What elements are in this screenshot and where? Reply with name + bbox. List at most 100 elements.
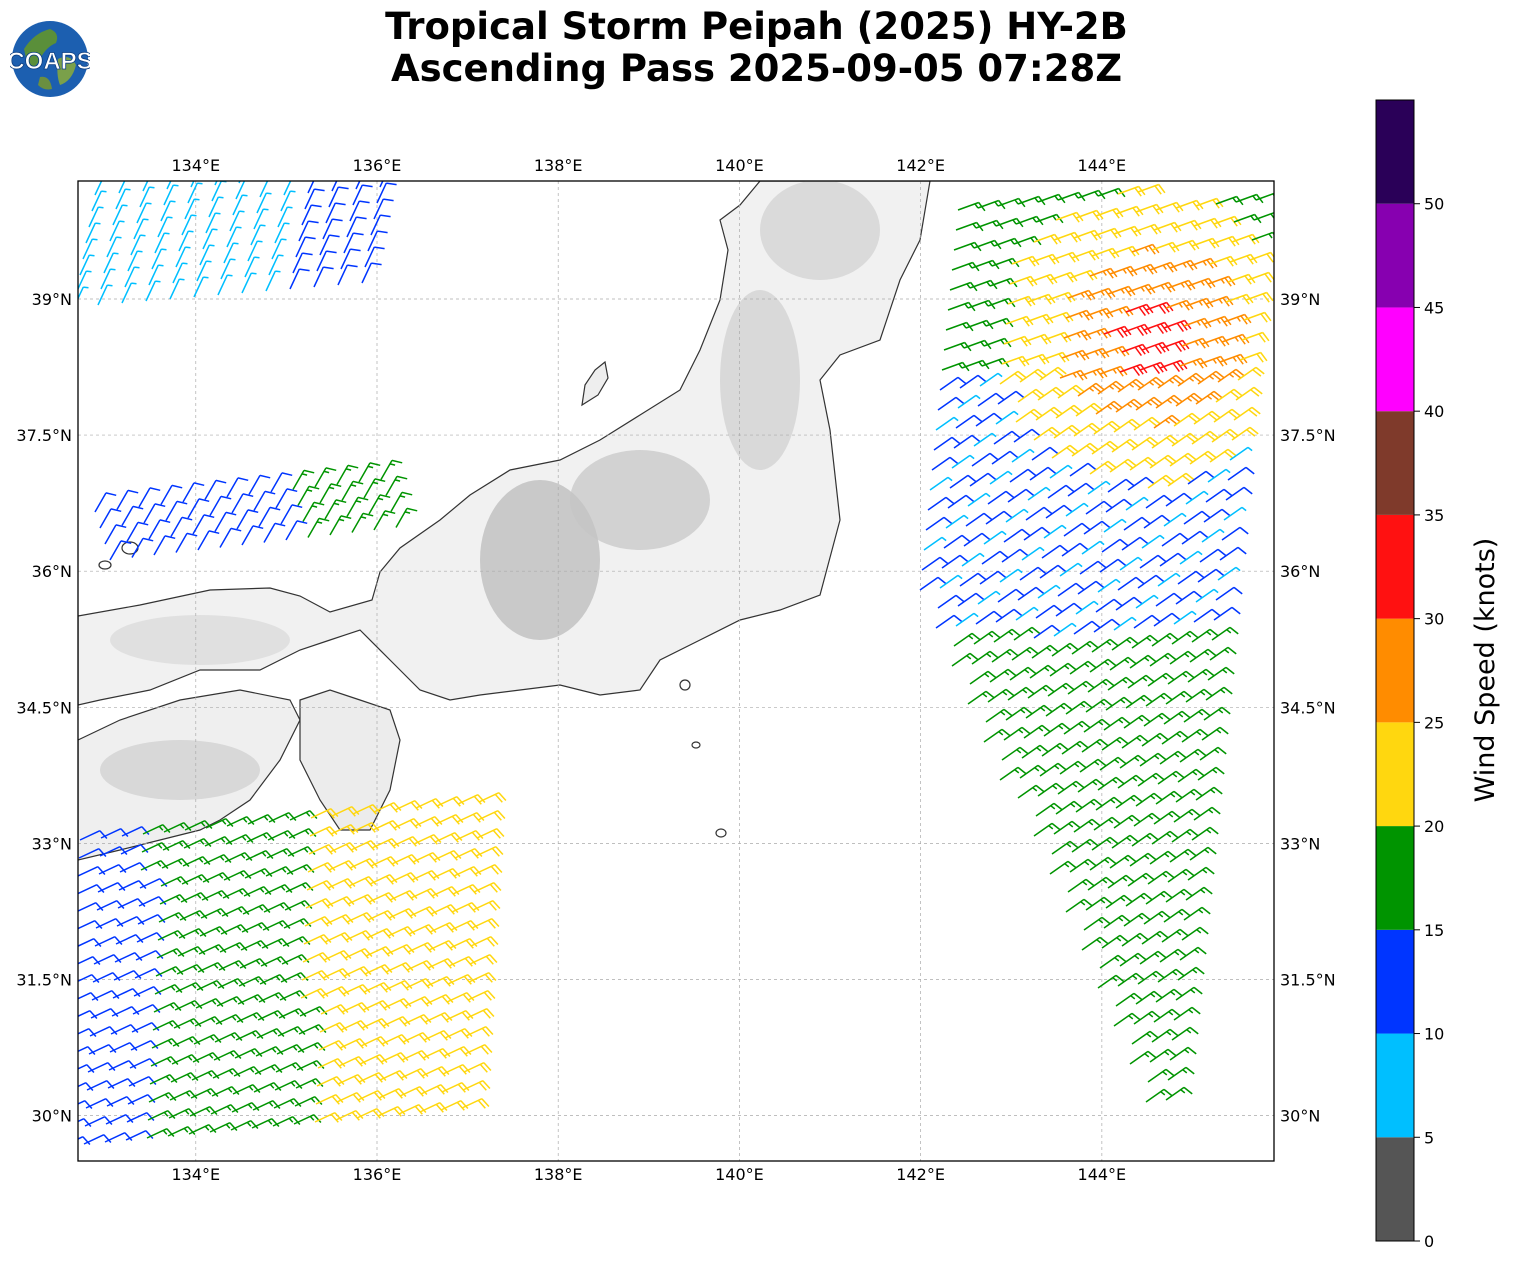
wind-barb [241, 922, 270, 933]
wind-barb [256, 192, 272, 214]
wind-barb [1165, 492, 1193, 507]
wind-barb [1215, 388, 1243, 403]
wind-barb [280, 504, 303, 525]
wind-barb [1051, 642, 1079, 657]
wind-barb [78, 848, 107, 859]
wind-barb [272, 1116, 301, 1127]
wind-barb [1139, 554, 1167, 569]
wind-barb [239, 958, 268, 969]
wind-barb [957, 592, 985, 607]
wind-barb [224, 852, 253, 863]
wind-barb [1147, 1068, 1175, 1083]
wind-barb [1037, 386, 1065, 401]
wind-barb [199, 926, 228, 937]
wind-barb [315, 1094, 344, 1105]
coaps-logo: COAPS [10, 21, 90, 97]
lat-tick-label-right: 37.5°N [1280, 426, 1336, 445]
wind-barb [191, 1070, 220, 1081]
wind-barb [385, 475, 408, 496]
wind-barb [1225, 486, 1253, 501]
wind-barb [1017, 388, 1045, 403]
wind-barb [289, 810, 318, 821]
wind-barb [1109, 656, 1137, 671]
wind-barb [225, 834, 254, 845]
wind-barb [1129, 654, 1157, 669]
wind-barb [121, 826, 150, 837]
wind-barb [78, 1118, 92, 1128]
wind-barb [247, 814, 276, 825]
wind-barb [424, 1012, 453, 1023]
wind-barb [1165, 690, 1193, 705]
wind-barb [1095, 400, 1123, 415]
wind-barb [386, 944, 415, 955]
wind-barb [187, 498, 210, 519]
wind-barb [1027, 684, 1055, 699]
wind-barb [119, 862, 148, 873]
wind-barb [997, 390, 1025, 405]
kii-land [299, 689, 401, 831]
wind-barb [1013, 428, 1041, 443]
wind-barb [1125, 496, 1149, 511]
wind-barb [330, 824, 359, 835]
wind-barb [969, 670, 997, 685]
wind-barb [1159, 552, 1187, 567]
wind-barb [244, 868, 273, 879]
wind-barb [1143, 910, 1171, 925]
wind-barb [1047, 682, 1075, 697]
wind-barb [301, 204, 322, 226]
wind-barb [113, 970, 142, 981]
wind-barb [1247, 271, 1274, 283]
wind-barb [1185, 688, 1213, 703]
wind-barb [383, 998, 412, 1009]
wind-barb [231, 493, 254, 514]
wind-barb [352, 804, 381, 815]
wind-barb [1217, 566, 1241, 581]
wind-barb [274, 1080, 303, 1091]
wind-barb [1119, 952, 1147, 967]
wind-barb [78, 1046, 96, 1056]
wind-barb [253, 208, 269, 230]
wind-barb [360, 1036, 389, 1047]
wind-barb [1169, 1046, 1197, 1061]
wind-barb [1097, 380, 1125, 395]
colorbar-bin [1376, 618, 1414, 723]
wind-barb [347, 894, 376, 905]
wind-barb [1201, 726, 1229, 741]
wind-barb [429, 922, 458, 933]
wind-barb [1151, 1028, 1179, 1043]
wind-barb [1061, 542, 1089, 557]
wind-barb [304, 188, 325, 210]
wind-barb [425, 994, 454, 1005]
wind-barb [413, 834, 442, 845]
wind-barb [1041, 544, 1069, 559]
wind-barb [278, 1008, 307, 1019]
wind-barb [178, 230, 194, 252]
wind-barb [1025, 506, 1053, 521]
wind-barb [1119, 556, 1143, 571]
wind-barb [1155, 394, 1183, 409]
wind-barb [1121, 536, 1149, 551]
wind-barb [189, 1106, 218, 1117]
wind-barb [174, 1000, 203, 1011]
wind-barb [1001, 746, 1029, 761]
wind-barb [1043, 524, 1067, 539]
wind-barb [1117, 378, 1145, 393]
wind-barb [1145, 1088, 1173, 1103]
wind-barb [209, 1122, 238, 1133]
wind-barb [1131, 634, 1159, 649]
wind-barb [929, 476, 953, 491]
wind-barb [398, 1104, 427, 1115]
wind-barb [987, 688, 1015, 703]
wind-barb [406, 960, 435, 971]
colorbar-tick-label: 5 [1424, 1128, 1434, 1147]
wind-barb [1133, 416, 1161, 431]
wind-barb [78, 1010, 98, 1020]
wind-barb [1187, 470, 1215, 485]
wind-barb [1153, 612, 1181, 627]
wind-barb [1143, 712, 1171, 727]
lon-tick-label-bottom: 138°E [534, 1165, 583, 1184]
lat-tick-label-left: 37.5°N [16, 426, 72, 445]
wind-barb [405, 978, 434, 989]
wind-barb [281, 954, 310, 965]
wind-barb [78, 1064, 95, 1074]
